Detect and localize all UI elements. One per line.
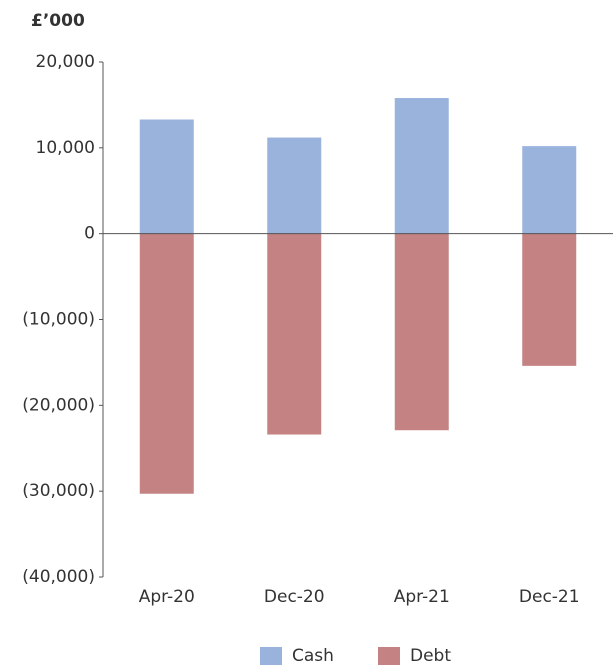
bar (522, 233, 577, 366)
bar (267, 137, 322, 234)
y-tick-label: (30,000) (22, 481, 95, 501)
y-tick-label: (10,000) (22, 310, 95, 330)
bar (394, 233, 449, 431)
bar (139, 233, 194, 494)
bar (394, 98, 449, 234)
bar (139, 119, 194, 234)
legend-swatch (378, 647, 400, 665)
bar (522, 146, 577, 234)
legend-label: Debt (410, 646, 451, 665)
y-tick-label: (20,000) (22, 395, 95, 415)
y-axis-unit: £’000 (31, 11, 85, 31)
y-tick-label: 20,000 (36, 52, 95, 72)
y-tick-label: 0 (84, 224, 95, 244)
x-tick-label: Apr-21 (394, 587, 450, 607)
x-tick-label: Dec-21 (519, 587, 580, 607)
x-tick-label: Dec-20 (264, 587, 325, 607)
y-tick-label: (40,000) (22, 567, 95, 587)
x-tick-label: Apr-20 (139, 587, 195, 607)
bar (267, 233, 322, 435)
y-tick-label: 10,000 (36, 138, 95, 158)
legend-swatch (260, 647, 282, 665)
legend-label: Cash (292, 646, 334, 665)
